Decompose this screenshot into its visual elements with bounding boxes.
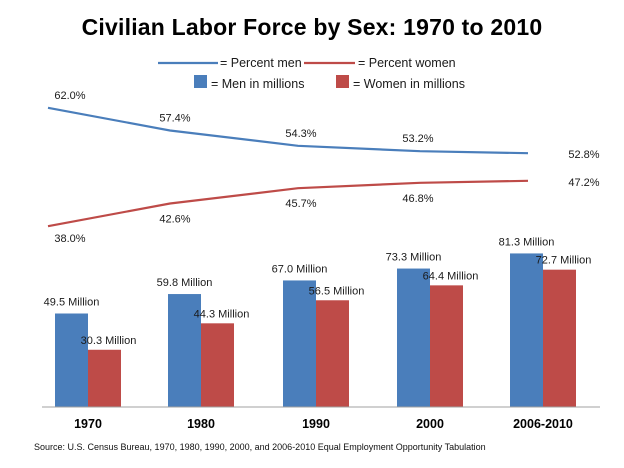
bar-men-1970 xyxy=(55,313,88,407)
line-label-percent-women-2006-2010: 47.2% xyxy=(568,177,599,189)
bar-label-men-1970: 49.5 Million xyxy=(44,297,100,309)
bar-label-women-1980: 44.3 Million xyxy=(194,308,250,320)
percent-lines: 62.0% 57.4% 54.3% 53.2% 52.8% 38.0% 42.6% 45.7%… xyxy=(47,90,600,245)
x-tick-label-1990: 1990 xyxy=(302,417,330,431)
bar-label-men-1990: 67.0 Million xyxy=(272,263,328,275)
x-axis-categories: 1970 1980 1990 2000 2006-2010 xyxy=(74,417,573,431)
bar-label-women-1990: 56.5 Million xyxy=(309,285,365,297)
line-label-percent-women-2000: 46.8% xyxy=(402,193,433,205)
line-label-percent-women-1990: 45.7% xyxy=(285,198,316,210)
line-label-percent-men-1970: 62.0% xyxy=(54,90,85,102)
bar-label-men-2006-2010: 81.3 Million xyxy=(499,236,555,248)
line-label-percent-men-2000: 53.2% xyxy=(402,133,433,145)
x-tick-label-1980: 1980 xyxy=(187,417,215,431)
line-label-percent-women-1980: 42.6% xyxy=(159,214,190,226)
bar-women-1970 xyxy=(88,349,121,407)
line-label-percent-women-1970: 38.0% xyxy=(54,233,85,245)
legend-label-percent-men: = Percent men xyxy=(220,56,302,70)
bar-women-2006-2010 xyxy=(543,269,576,407)
bar-label-women-1970: 30.3 Million xyxy=(81,335,137,347)
bar-label-men-1980: 59.8 Million xyxy=(157,277,213,289)
bar-men-2000 xyxy=(397,268,430,407)
legend: = Percent men = Percent women = Men in mil… xyxy=(158,56,465,91)
source-note: Source: U.S. Census Bureau, 1970, 1980, … xyxy=(34,442,486,452)
legend-label-women-in-millions: = Women in millions xyxy=(353,77,465,91)
legend-swatch-women-in-millions xyxy=(336,75,349,88)
legend-label-men-in-millions: = Men in millions xyxy=(211,77,304,91)
line-label-percent-men-1990: 54.3% xyxy=(285,128,316,140)
line-percent-men xyxy=(47,106,529,155)
line-label-percent-men-1980: 57.4% xyxy=(159,112,190,124)
bar-label-women-2006-2010: 72.7 Million xyxy=(536,255,592,267)
x-tick-label-2000: 2000 xyxy=(416,417,444,431)
bar-men-1980 xyxy=(168,294,201,407)
x-tick-label-2006-2010: 2006-2010 xyxy=(513,417,573,431)
x-tick-label-1970: 1970 xyxy=(74,417,102,431)
chart-title: Civilian Labor Force by Sex: 1970 to 201… xyxy=(81,14,543,40)
bar-women-1980 xyxy=(201,323,234,407)
legend-label-percent-women: = Percent women xyxy=(358,56,456,70)
bar-label-women-2000: 64.4 Million xyxy=(423,270,479,282)
line-percent-women xyxy=(47,179,529,228)
legend-swatch-men-in-millions xyxy=(194,75,207,88)
bars: 49.5 Million 30.3 Million 59.8 Million 44.3… xyxy=(44,236,592,407)
bar-women-2000 xyxy=(430,285,463,407)
bar-men-1990 xyxy=(283,280,316,407)
bar-label-men-2000: 73.3 Million xyxy=(386,252,442,264)
bar-men-2006-2010 xyxy=(510,253,543,407)
line-label-percent-men-2006-2010: 52.8% xyxy=(568,149,599,161)
bar-women-1990 xyxy=(316,300,349,407)
